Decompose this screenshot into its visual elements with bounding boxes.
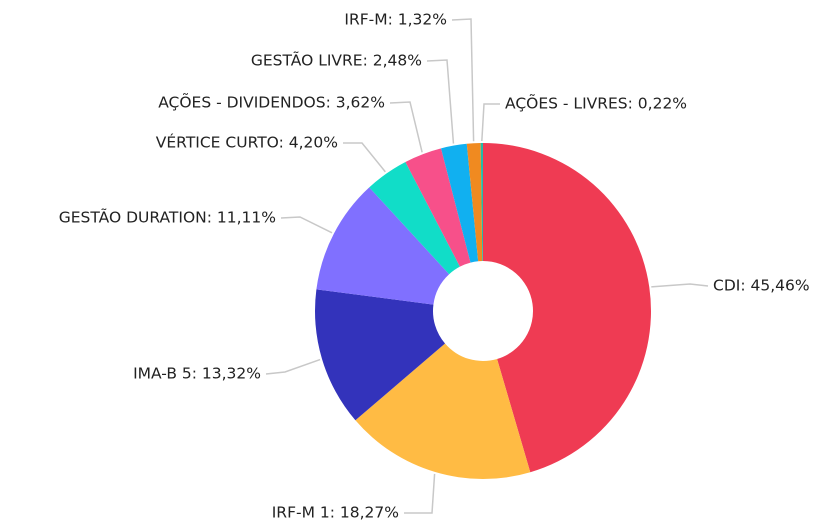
slice (315, 289, 446, 421)
data-label: GESTÃO DURATION: 11,11% (59, 208, 276, 227)
leader-line (404, 473, 436, 514)
leader-line (481, 103, 500, 142)
leader-line (451, 18, 475, 142)
data-label: IMA-B 5: 13,32% (133, 365, 261, 383)
slice (441, 143, 479, 263)
leader-line (280, 216, 333, 234)
leader-line (389, 101, 423, 153)
slice (480, 143, 483, 262)
data-label: IRF-M 1: 18,27% (272, 504, 399, 522)
slice (355, 343, 531, 479)
data-label: GESTÃO LIVRE: 2,48% (251, 51, 422, 70)
slice (405, 148, 471, 267)
leader-line (343, 142, 386, 173)
slice (483, 143, 651, 473)
leader-line (265, 358, 321, 375)
data-label: VÉRTICE CURTO: 4,20% (156, 133, 338, 152)
data-label: IRF-M: 1,32% (344, 11, 447, 29)
leader-line (426, 59, 455, 144)
data-label: AÇÕES - DIVIDENDOS: 3,62% (158, 93, 385, 112)
slice (316, 187, 450, 305)
data-label: AÇÕES - LIVRES: 0,22% (505, 94, 687, 113)
slice (466, 143, 483, 262)
slice (369, 161, 460, 275)
data-label: CDI: 45,46% (713, 277, 810, 295)
leader-line (651, 283, 709, 288)
